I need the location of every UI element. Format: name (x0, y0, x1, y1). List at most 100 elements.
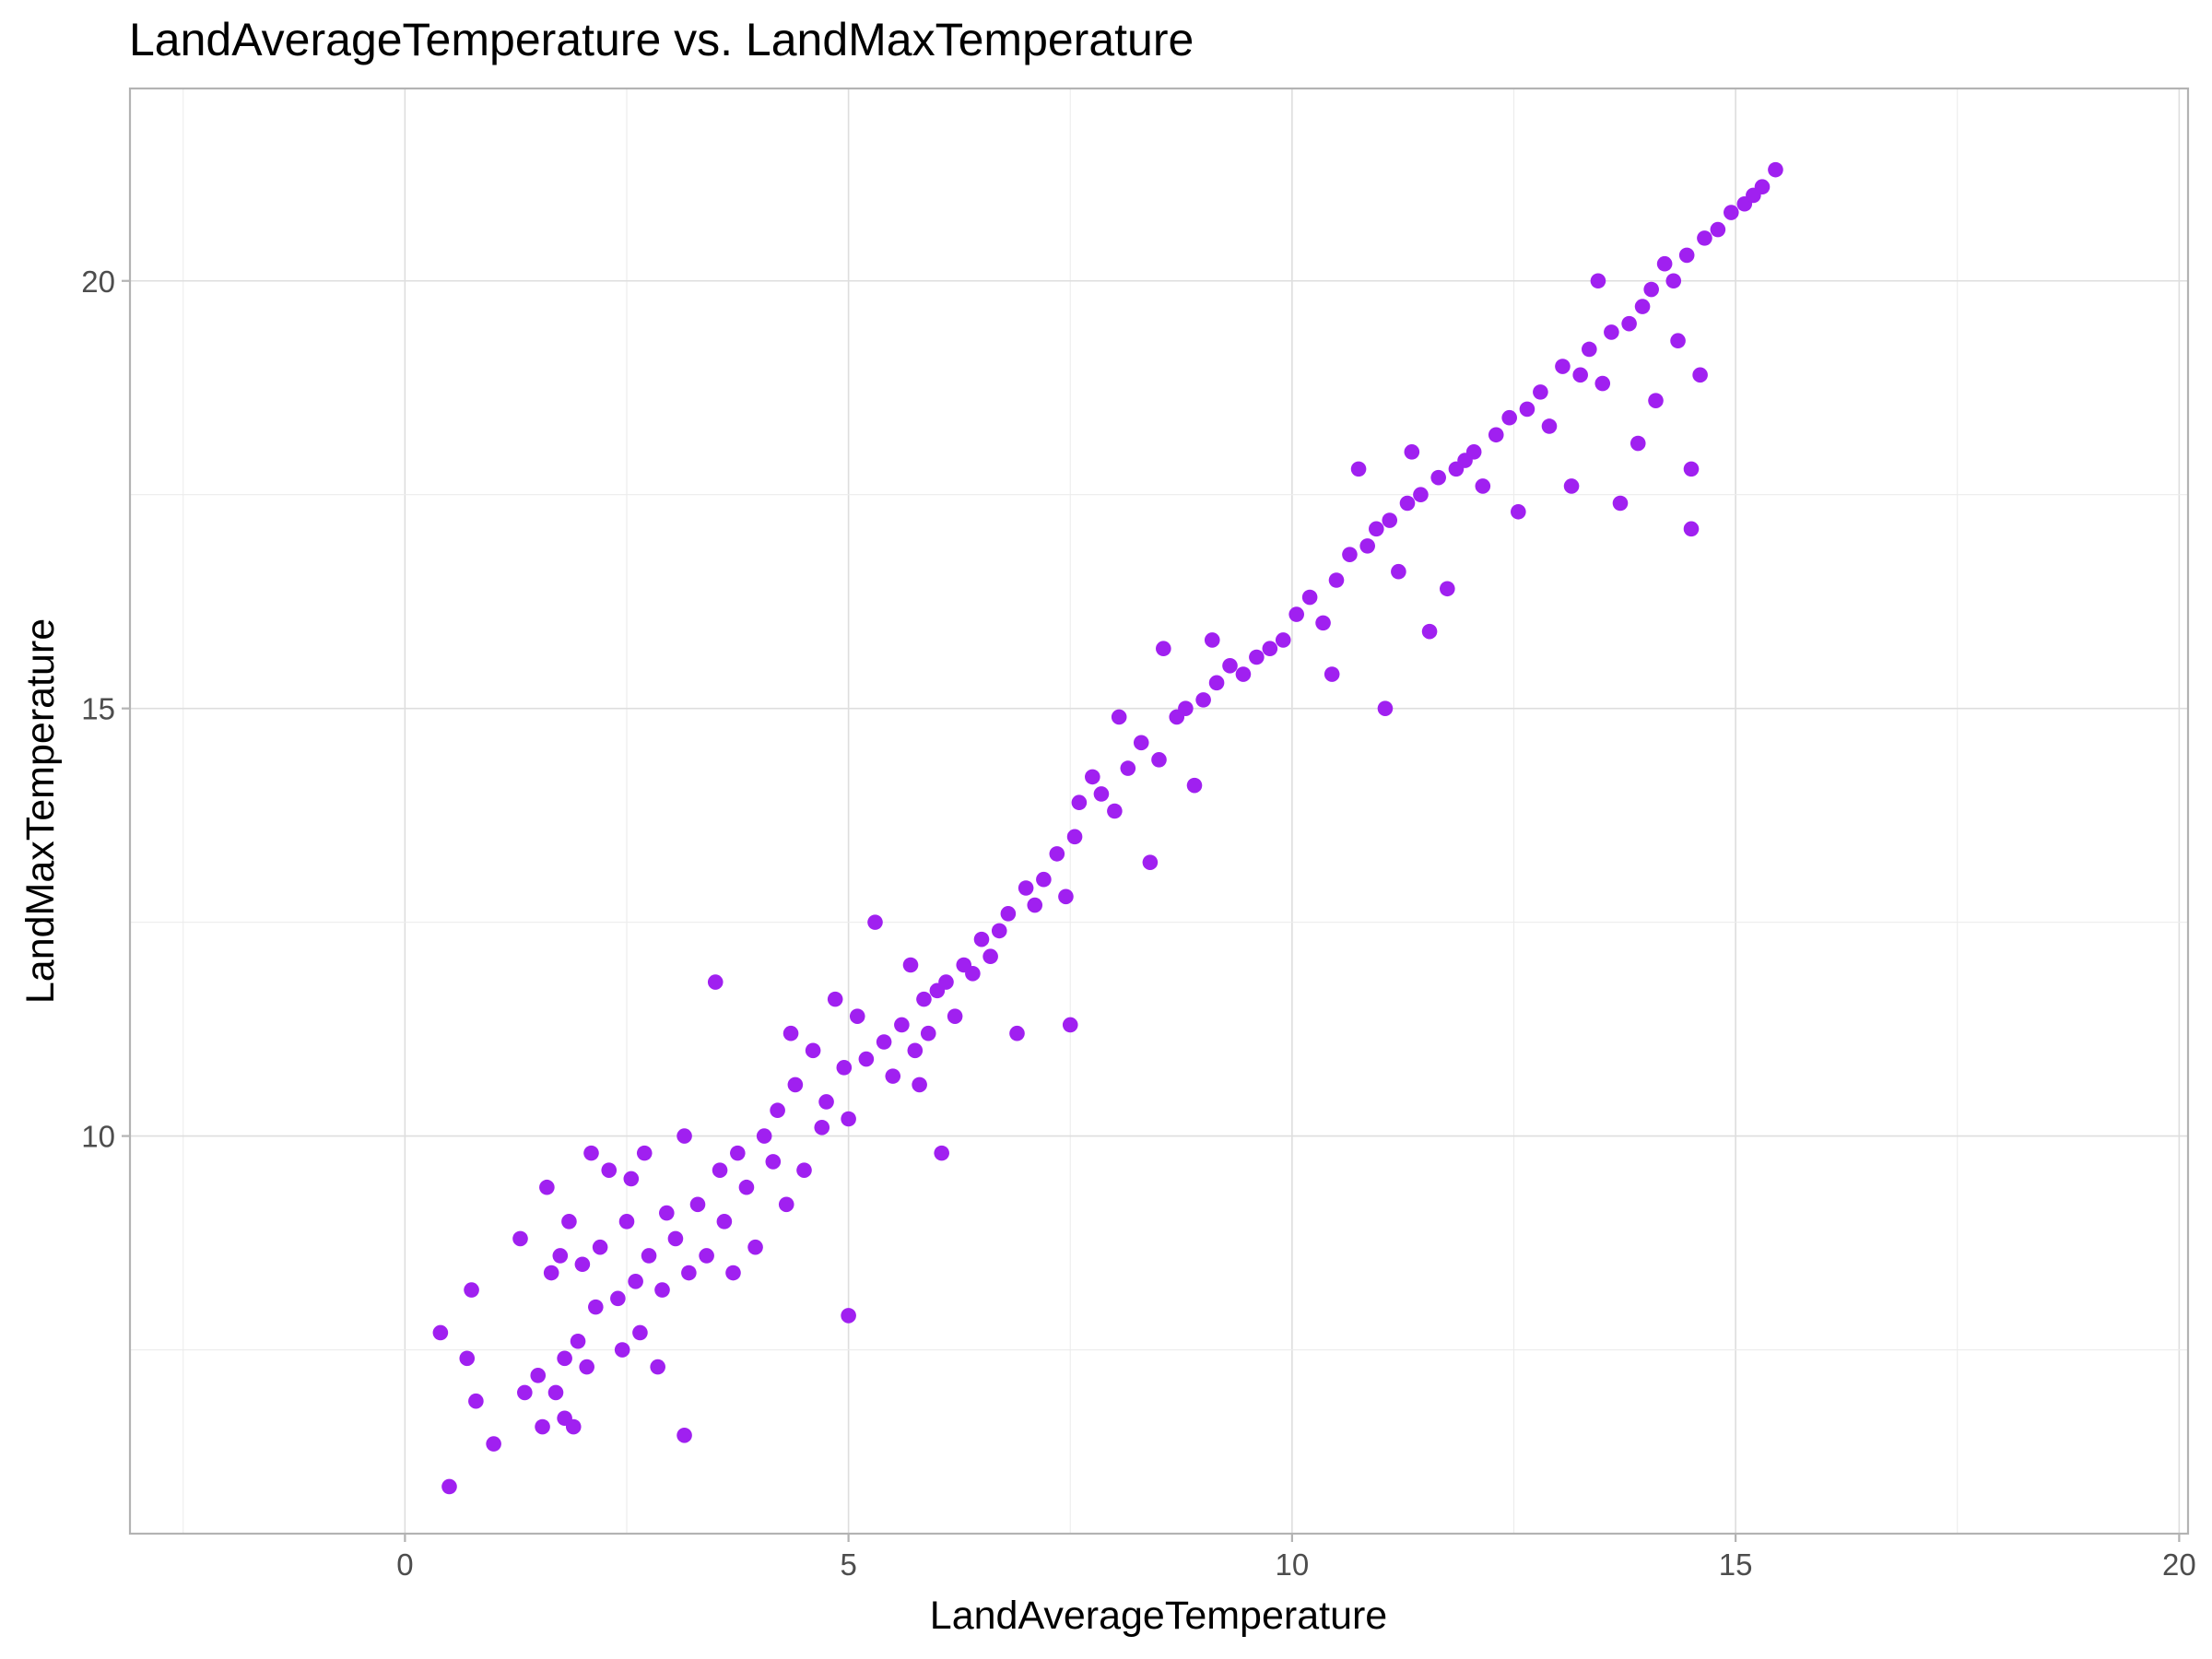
data-point (1208, 675, 1225, 691)
data-point (836, 1060, 853, 1076)
data-point (552, 1248, 569, 1264)
data-point (796, 1162, 812, 1178)
data-point (1643, 281, 1659, 298)
data-point (677, 1428, 692, 1443)
data-point (517, 1384, 533, 1401)
data-point (818, 1094, 834, 1110)
data-point (1222, 657, 1238, 674)
data-point (1107, 803, 1123, 819)
data-point (1604, 324, 1619, 340)
data-point (738, 1179, 755, 1195)
data-point (1186, 777, 1203, 794)
y-tick-label: 10 (81, 1120, 115, 1154)
data-point (614, 1342, 630, 1358)
data-point (1683, 461, 1700, 477)
data-point (1541, 418, 1558, 434)
data-point (907, 1042, 924, 1059)
data-point (1249, 649, 1265, 665)
data-point (557, 1350, 572, 1367)
data-point (659, 1205, 675, 1221)
data-point (583, 1145, 599, 1161)
data-point (1488, 427, 1504, 443)
data-point (814, 1119, 830, 1135)
data-point (982, 948, 998, 965)
data-point (1018, 880, 1034, 896)
data-point (1563, 478, 1580, 494)
grid-lines (130, 88, 2188, 1534)
data-point (1275, 632, 1291, 648)
data-point (934, 1145, 949, 1161)
data-point (1399, 495, 1416, 512)
data-point (464, 1282, 479, 1298)
data-point (778, 1196, 794, 1213)
data-point (1621, 315, 1637, 332)
data-point (787, 1077, 804, 1093)
data-point (1071, 794, 1088, 811)
data-point (1519, 401, 1535, 418)
data-point (1058, 888, 1074, 905)
data-point (1630, 435, 1646, 452)
data-point (592, 1239, 608, 1255)
data-point (1555, 359, 1571, 374)
data-points (432, 161, 1783, 1495)
data-point (756, 1128, 772, 1144)
data-point (1151, 752, 1167, 768)
data-point (486, 1436, 501, 1452)
data-point (565, 1418, 582, 1435)
data-point (1204, 632, 1220, 648)
data-point (1710, 221, 1726, 238)
y-tick-label: 20 (81, 265, 115, 299)
data-point (1612, 495, 1629, 512)
data-point (588, 1299, 604, 1315)
data-point (894, 1017, 910, 1033)
data-point (867, 914, 883, 930)
data-point (1724, 205, 1739, 220)
data-point (1413, 487, 1429, 503)
data-point (1120, 760, 1136, 776)
data-point (667, 1230, 684, 1247)
data-point (574, 1256, 591, 1273)
data-point (876, 1034, 892, 1050)
data-point (858, 1051, 875, 1067)
x-axis-title: LandAverageTemperature (930, 1594, 1387, 1638)
data-point (1301, 589, 1318, 606)
data-point (1315, 615, 1331, 631)
data-point (1066, 829, 1083, 845)
data-point (1656, 255, 1673, 272)
data-point (1036, 871, 1052, 888)
data-point (1350, 461, 1367, 477)
data-point (654, 1282, 670, 1298)
data-point (1678, 247, 1695, 264)
data-point (689, 1196, 706, 1213)
data-point (1501, 409, 1517, 426)
data-point (965, 965, 981, 982)
data-point (782, 1025, 799, 1041)
data-point (1391, 563, 1406, 580)
data-point (1634, 299, 1651, 314)
data-point (441, 1478, 457, 1495)
data-point (1665, 273, 1682, 289)
data-point (902, 957, 919, 973)
data-point (1262, 641, 1278, 657)
data-point (1062, 1017, 1078, 1033)
x-tick-label: 20 (2162, 1547, 2196, 1582)
data-point (579, 1359, 594, 1375)
data-point (1377, 700, 1394, 716)
data-point (623, 1171, 640, 1187)
data-point (547, 1384, 564, 1401)
data-point (1768, 161, 1783, 178)
x-tick-label: 15 (1719, 1547, 1753, 1582)
data-point (1533, 384, 1548, 400)
data-point (747, 1239, 763, 1255)
data-point (1382, 512, 1398, 528)
data-point (530, 1368, 547, 1383)
data-point (973, 931, 990, 947)
data-point (459, 1350, 476, 1367)
data-point (1421, 623, 1438, 640)
data-point (610, 1290, 626, 1307)
data-point (1670, 333, 1686, 349)
data-point (805, 1042, 821, 1059)
data-point (1093, 786, 1110, 802)
data-point (916, 991, 932, 1007)
data-point (632, 1324, 648, 1341)
